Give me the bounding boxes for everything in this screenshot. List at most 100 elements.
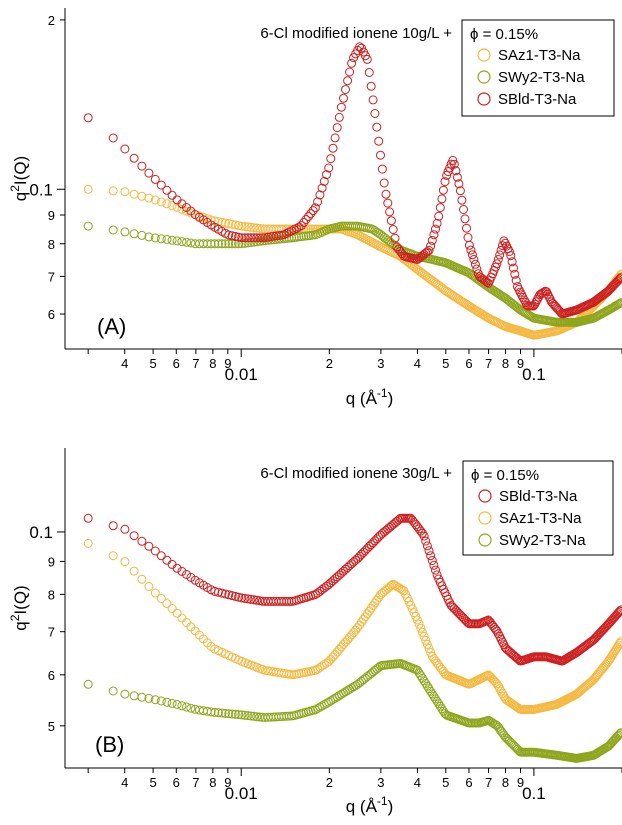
data-point [237, 593, 247, 603]
data-point [482, 312, 492, 322]
data-point [449, 604, 459, 614]
data-point [616, 298, 622, 308]
data-point [445, 288, 455, 298]
y-tick-label: 6 [48, 668, 55, 683]
data-point [243, 594, 253, 604]
data-point [491, 624, 500, 634]
data-point [144, 232, 154, 242]
data-point [451, 605, 461, 615]
data-point [144, 193, 154, 203]
data-point [120, 689, 130, 699]
data-point [313, 704, 323, 713]
data-point [313, 664, 323, 674]
data-point [386, 216, 396, 226]
x-tick-label: 0.1 [522, 365, 546, 384]
data-point [460, 214, 470, 224]
data-point [455, 186, 465, 196]
data-point [431, 224, 440, 234]
data-point [315, 702, 325, 712]
data-point [469, 255, 479, 264]
data-point [150, 174, 160, 184]
data-point [310, 590, 320, 599]
data-point [319, 176, 329, 186]
series-SBld-T3-Na [83, 42, 622, 319]
data-point [108, 225, 118, 235]
data-point [299, 218, 309, 227]
data-point [324, 163, 334, 173]
data-point [108, 186, 118, 196]
data-point [217, 588, 227, 598]
data-point [492, 259, 502, 269]
data-point [464, 240, 474, 250]
data-point [454, 294, 464, 304]
data-point [246, 233, 256, 243]
data-point [156, 696, 166, 706]
data-point [429, 230, 439, 240]
data-point [137, 191, 147, 201]
data-point [334, 112, 344, 122]
legend-title: ϕ = 0.15% [471, 467, 539, 484]
data-point [167, 698, 177, 708]
data-point [454, 179, 464, 189]
data-point [339, 640, 348, 649]
legend-label: SBld-T3-Na [499, 488, 578, 505]
data-point [227, 231, 237, 241]
data-point [493, 255, 503, 264]
data-point [230, 709, 240, 719]
data-point [249, 711, 259, 721]
x-tick-label: 6 [173, 356, 180, 371]
data-point [449, 159, 459, 169]
data-point [446, 601, 456, 610]
data-point [220, 708, 230, 718]
data-point [217, 239, 227, 249]
data-point [615, 638, 622, 648]
data-point [172, 608, 182, 618]
data-point [83, 184, 93, 194]
x-tick-label: 8 [502, 356, 509, 371]
data-point [427, 235, 437, 245]
x-tick-label: 9 [517, 356, 524, 371]
data-point [422, 639, 432, 649]
data-point [224, 219, 234, 229]
y-tick-label: 7 [48, 269, 55, 284]
x-tick-label: 2 [326, 775, 333, 790]
data-point [317, 661, 327, 671]
legend-marker [477, 48, 491, 62]
data-point [429, 691, 439, 701]
data-point [296, 221, 306, 231]
data-point [421, 248, 431, 258]
y-tick-label: 6 [48, 307, 55, 322]
data-point [249, 223, 259, 233]
data-point [467, 250, 477, 260]
data-point [459, 205, 468, 214]
data-point [359, 614, 368, 624]
data-point [499, 236, 509, 246]
data-point [326, 154, 336, 164]
data-point [463, 233, 473, 242]
data-point [108, 551, 118, 561]
data-point [144, 693, 154, 703]
data-point [432, 218, 442, 228]
legend-label: SAz1-T3-Na [498, 47, 581, 64]
data-point [495, 250, 505, 260]
data-point [385, 207, 395, 217]
data-point [162, 599, 172, 609]
data-point [162, 697, 172, 707]
data-point [182, 618, 191, 627]
data-point [341, 85, 350, 94]
data-point [388, 225, 398, 234]
data-point [506, 251, 516, 261]
data-point [210, 707, 220, 717]
data-point [315, 224, 325, 234]
data-point [448, 602, 458, 612]
x-tick-label: 6 [465, 356, 472, 371]
data-point [493, 681, 503, 691]
x-tick-label: 3 [377, 356, 384, 371]
data-point [182, 702, 191, 712]
legend-title: ϕ = 0.15% [470, 26, 538, 43]
x-axis-title: q (Å-1) [346, 386, 394, 408]
data-point [240, 233, 250, 243]
data-point [246, 594, 256, 604]
data-point [150, 695, 160, 705]
